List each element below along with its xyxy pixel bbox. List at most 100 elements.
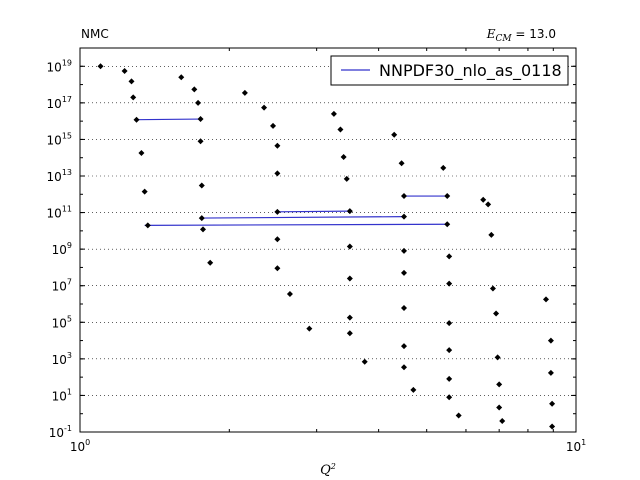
data-point — [207, 259, 214, 266]
legend-label: NNPDF30_nlo_as_0118 — [379, 61, 562, 81]
x-tick-label: 101 — [566, 438, 586, 454]
data-point — [340, 153, 347, 160]
data-point — [400, 364, 407, 371]
y-tick-label: 103 — [52, 351, 72, 367]
y-tick-base: 10 — [47, 97, 62, 111]
y-tick-exponent: 11 — [62, 205, 72, 214]
data-point — [446, 253, 453, 260]
data-point — [549, 423, 556, 430]
data-point — [274, 208, 281, 215]
y-tick-exponent: 1 — [67, 387, 72, 396]
data-point — [547, 369, 554, 376]
y-tick-label: 1015 — [47, 131, 72, 147]
data-point — [337, 126, 344, 133]
data-point — [398, 160, 405, 167]
y-tick-exponent: 19 — [62, 58, 72, 67]
series-lines — [136, 118, 448, 226]
chart-title-left: NMC — [81, 27, 109, 41]
data-point — [489, 285, 496, 292]
legend: NNPDF30_nlo_as_0118 — [330, 55, 569, 86]
y-tick-exponent: 5 — [67, 314, 72, 323]
x-tick-label: 100 — [70, 438, 90, 454]
y-tick-exponent: 13 — [62, 168, 72, 177]
data-point — [198, 215, 205, 222]
data-point — [346, 330, 353, 337]
x-tick-exponent: 0 — [85, 438, 90, 447]
data-point — [346, 275, 353, 282]
y-tick-exponent: 17 — [62, 95, 72, 104]
grid-lines — [80, 65, 576, 396]
data-point — [455, 412, 462, 419]
data-point — [496, 404, 503, 411]
data-point — [480, 196, 487, 203]
data-point — [400, 305, 407, 312]
data-point — [121, 68, 128, 75]
data-point — [241, 89, 248, 96]
data-point — [306, 325, 313, 332]
data-point — [400, 193, 407, 200]
y-tick-base: 10 — [52, 243, 67, 257]
x-axis-label-base: Q — [320, 463, 331, 478]
y-tick-label: 1019 — [47, 58, 72, 74]
data-point — [446, 347, 453, 354]
title-right-symbol: E — [486, 27, 496, 41]
y-tick-label: 1017 — [47, 95, 72, 111]
y-tick-label: 105 — [52, 314, 72, 330]
data-point — [488, 231, 495, 238]
series-segment — [200, 216, 404, 219]
data-point — [410, 386, 417, 393]
y-tick-base: 10 — [47, 60, 62, 74]
data-point — [494, 354, 501, 361]
data-point — [130, 94, 137, 101]
data-point — [543, 296, 550, 303]
plot-frame — [79, 47, 577, 433]
data-point — [97, 63, 104, 70]
data-point — [496, 381, 503, 388]
legend-box — [330, 55, 569, 86]
data-point — [274, 236, 281, 243]
data-point — [128, 78, 135, 85]
title-right-subscript: CM — [495, 34, 512, 44]
y-tick-label: 10-1 — [49, 424, 72, 440]
y-tick-exponent: 3 — [67, 351, 72, 360]
series-segment — [277, 210, 350, 213]
data-point — [198, 182, 205, 189]
data-point — [261, 104, 268, 111]
x-tick-exponent: 1 — [581, 438, 586, 447]
data-point — [485, 201, 492, 208]
data-point — [343, 175, 350, 182]
data-point — [499, 417, 506, 424]
y-tick-label: 101 — [52, 387, 72, 403]
y-tick-exponent: -1 — [64, 424, 72, 433]
y-tick-base: 10 — [52, 389, 67, 403]
data-point — [400, 213, 407, 220]
data-point — [346, 314, 353, 321]
y-tick-base: 10 — [47, 133, 62, 147]
y-tick-label: 1011 — [47, 205, 72, 221]
data-point — [400, 343, 407, 350]
y-tick-base: 10 — [47, 207, 62, 221]
data-points — [97, 63, 556, 430]
y-tick-base: 10 — [49, 426, 64, 440]
y-tick-exponent: 7 — [67, 278, 72, 287]
y-tick-base: 10 — [52, 316, 67, 330]
data-point — [141, 188, 148, 195]
data-point — [549, 400, 556, 407]
data-point — [346, 243, 353, 250]
data-point — [138, 150, 145, 157]
y-tick-label: 109 — [52, 241, 72, 257]
data-point — [274, 142, 281, 149]
y-tick-exponent: 9 — [67, 241, 72, 250]
data-point — [197, 138, 204, 145]
x-axis-label: Q2 — [320, 462, 336, 478]
data-point — [440, 164, 447, 171]
data-point — [444, 221, 451, 228]
chart-title-right: ECM = 13.0 — [486, 27, 556, 44]
data-point — [199, 226, 206, 233]
data-point — [178, 74, 185, 81]
data-point — [391, 131, 398, 138]
y-tick-base: 10 — [47, 170, 62, 184]
data-point — [195, 99, 202, 106]
data-point — [444, 193, 451, 200]
